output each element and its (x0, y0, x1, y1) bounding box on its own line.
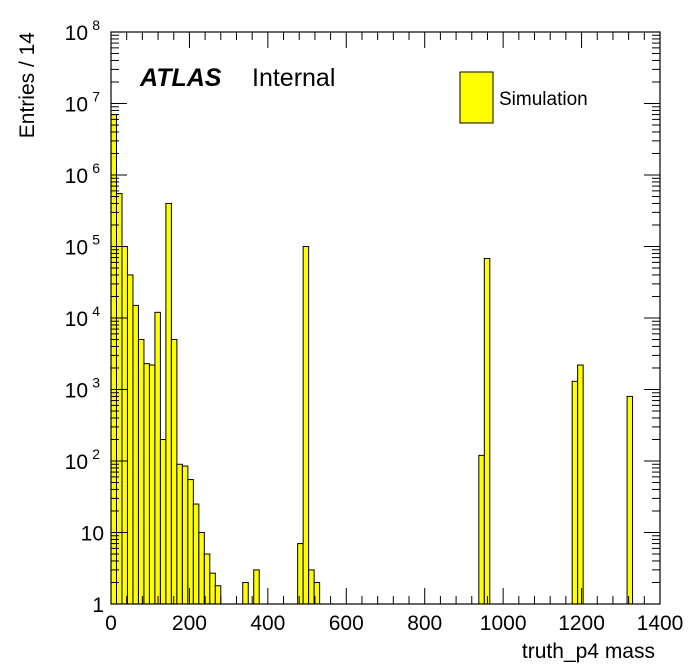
histogram-bar (198, 532, 205, 605)
histogram-bars (110, 114, 634, 605)
y-tick-label: 10 (81, 523, 104, 546)
histogram-bar (154, 311, 161, 605)
x-axis-title: truth_p4 mass (522, 640, 655, 663)
y-axis-title: Entries / 14 (16, 32, 39, 139)
y-tick-label: 10 (65, 94, 88, 117)
histogram-bar (159, 438, 167, 605)
histogram-bar (478, 454, 485, 605)
y-tick-label: 10 (65, 22, 88, 45)
y-tick-label-exponent: 6 (92, 160, 100, 176)
x-tick-label: 1000 (480, 612, 527, 635)
x-tick-label: 600 (329, 612, 364, 635)
histogram-bar (577, 364, 584, 605)
legend-label-simulation: Simulation (499, 89, 588, 110)
histogram-bar (187, 479, 194, 605)
x-tick-label: 400 (250, 612, 285, 635)
histogram-bar (170, 339, 178, 605)
y-tick-label-exponent: 3 (92, 375, 100, 391)
x-axis-tick-labels: 0 200 400 600 800 1000 1200 1400 (105, 612, 683, 635)
x-tick-label: 1200 (558, 612, 605, 635)
histogram-bar (297, 543, 304, 605)
y-tick-label-exponent: 2 (92, 446, 100, 462)
histogram-bar (214, 585, 222, 605)
histogram-bar (308, 569, 315, 605)
y-tick-label: 10 (65, 165, 88, 188)
histogram-bar (115, 193, 123, 605)
x-axis-ticks (110, 32, 661, 604)
y-tick-label: 1 (92, 594, 104, 617)
histogram-bar (143, 363, 150, 605)
y-axis-ticks (111, 31, 660, 605)
histogram-bar (132, 304, 139, 605)
histogram-bar (571, 380, 579, 605)
x-tick-label: 1400 (637, 612, 684, 635)
histogram-bar (209, 572, 216, 605)
y-tick-label-exponent: 8 (92, 17, 100, 33)
histogram-bar (302, 246, 310, 605)
y-tick-label: 10 (65, 380, 88, 403)
x-tick-label: 0 (105, 612, 117, 635)
atlas-label: ATLAS (139, 64, 222, 92)
histogram-bar (626, 395, 634, 605)
histogram-bar (126, 274, 134, 605)
y-tick-label-exponent: 5 (92, 232, 100, 248)
histogram-bar (176, 463, 183, 605)
y-tick-label-exponent: 7 (92, 89, 100, 105)
histogram-bar (165, 202, 172, 605)
y-tick-label: 10 (65, 308, 88, 331)
x-tick-label: 800 (407, 612, 442, 635)
y-tick-label: 10 (65, 451, 88, 474)
histogram-bar (483, 257, 491, 605)
y-tick-label: 10 (65, 237, 88, 260)
legend-swatch (459, 71, 494, 124)
histogram-bar (137, 339, 145, 605)
histogram-bar (253, 569, 260, 605)
histogram-bar (181, 465, 189, 605)
histogram-bar (121, 246, 128, 605)
y-tick-label-exponent: 4 (92, 303, 100, 319)
histogram-bar (192, 503, 200, 605)
internal-label: Internal (252, 64, 335, 92)
histogram-bar (242, 581, 249, 605)
x-tick-label: 200 (172, 612, 207, 635)
histogram-bar (110, 114, 117, 605)
histogram-bar (148, 364, 156, 605)
